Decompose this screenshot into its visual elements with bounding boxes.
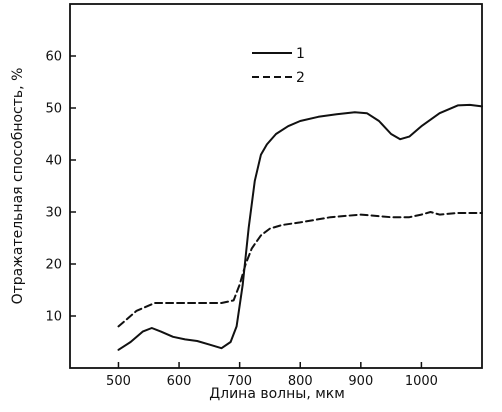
- y-tick-label: 20: [45, 258, 62, 273]
- plot-frame: [69, 3, 483, 369]
- legend-label-2: 2: [296, 70, 305, 86]
- ticks: 500 600 700 800 900 1000 10 20 30 40 50 60: [45, 50, 438, 390]
- series-group: [117, 103, 483, 351]
- y-tick-label: 30: [45, 206, 62, 221]
- y-tick-label: 60: [45, 50, 62, 65]
- x-tick-label: 600: [167, 374, 192, 389]
- x-tick-label: 1000: [405, 374, 438, 389]
- x-tick-label: 800: [288, 374, 313, 389]
- legend-label-1: 1: [296, 46, 305, 62]
- x-tick-label: 500: [106, 374, 131, 389]
- series-line-2: [117, 211, 483, 328]
- series-line-1: [117, 103, 483, 351]
- legend: 12: [252, 46, 305, 86]
- y-tick-label: 10: [45, 310, 62, 325]
- x-tick-label: 900: [348, 374, 373, 389]
- y-axis-label: Отражательная способность, %: [10, 68, 26, 305]
- x-tick-label: 700: [227, 374, 252, 389]
- y-tick-label: 50: [45, 102, 62, 117]
- y-tick-label: 40: [45, 154, 62, 169]
- x-axis-label: Длина волны, мкм: [209, 386, 345, 402]
